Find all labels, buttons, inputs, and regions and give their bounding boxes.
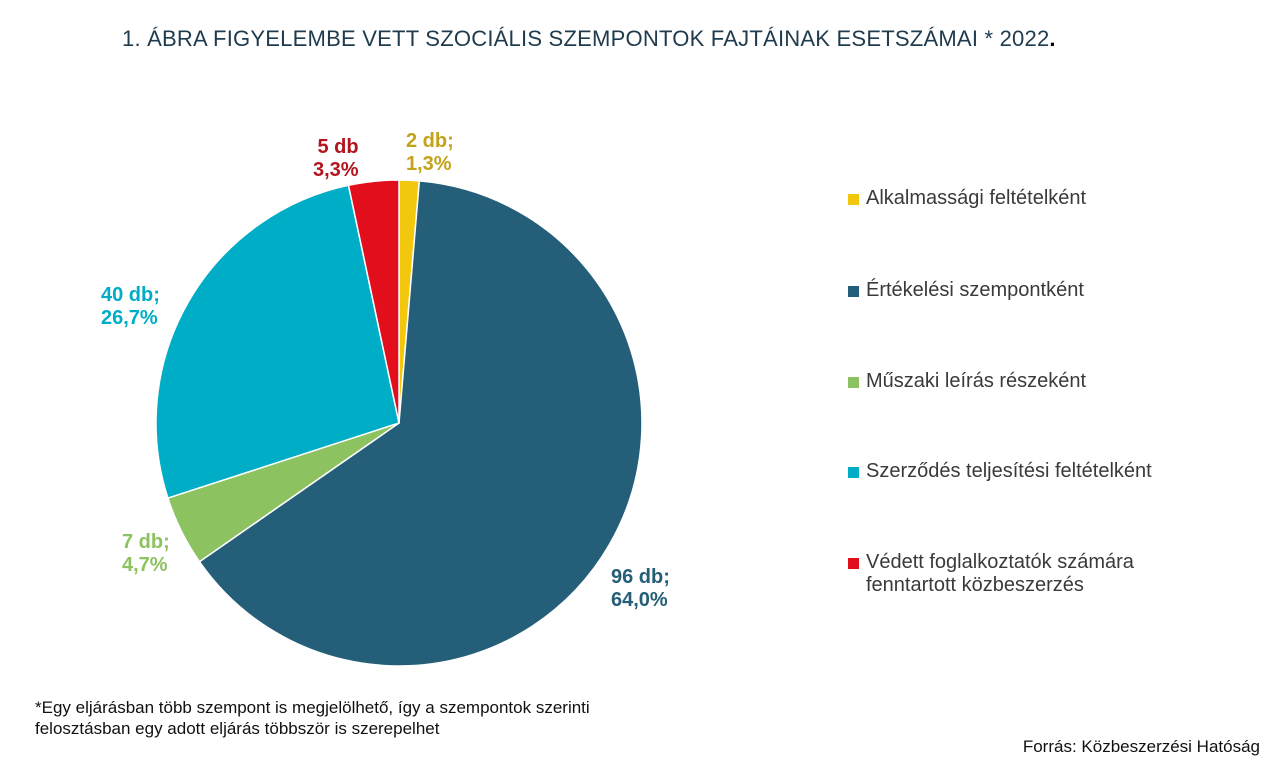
pie-slice-4 [347,179,400,424]
legend-label: Műszaki leírás részeként [866,370,1087,392]
slice-label-vedett: 5 db 3,3% [313,136,359,181]
pie-slice-1 [198,180,643,667]
legend-label: Értékelési szempontként [866,279,1084,301]
pie-slice-3 [155,184,400,500]
slice-label-muszaki: 7 db; 4,7% [122,531,170,576]
legend-item-szerzodes: Szerződés teljesítési feltételként [848,460,1152,483]
slice-label-ertekelesi: 96 db; 64,0% [611,566,670,611]
legend-swatch [848,194,859,205]
legend-swatch [848,467,859,478]
chart-title: 1. ÁBRA FIGYELEMBE VETT SZOCIÁLIS SZEMPO… [122,26,1056,51]
legend-item-alkalmassagi: Alkalmassági feltételként [848,187,1086,210]
legend-item-vedett: Védett foglalkoztatók számára fenntartott… [848,551,1134,597]
legend-swatch [848,286,859,297]
legend-item-muszaki: Műszaki leírás részeként [848,370,1086,393]
slice-label-szerzodes: 40 db; 26,7% [101,284,160,329]
source-note: Forrás: Közbeszerzési Hatóság [1022,737,1260,756]
footnote: *Egy eljárásban több szempont is megjelö… [35,698,590,738]
legend-label: Alkalmassági feltételként [866,187,1087,209]
slice-label-alkalmassagi: 2 db; 1,3% [406,130,454,175]
legend-swatch [848,558,859,569]
legend-label: Szerződés teljesítési feltételként [866,460,1152,482]
legend-label: Védett foglalkoztatók számára fenntartott… [866,551,1134,596]
legend-swatch [848,377,859,388]
legend-item-ertekelesi: Értékelési szempontként [848,279,1084,302]
